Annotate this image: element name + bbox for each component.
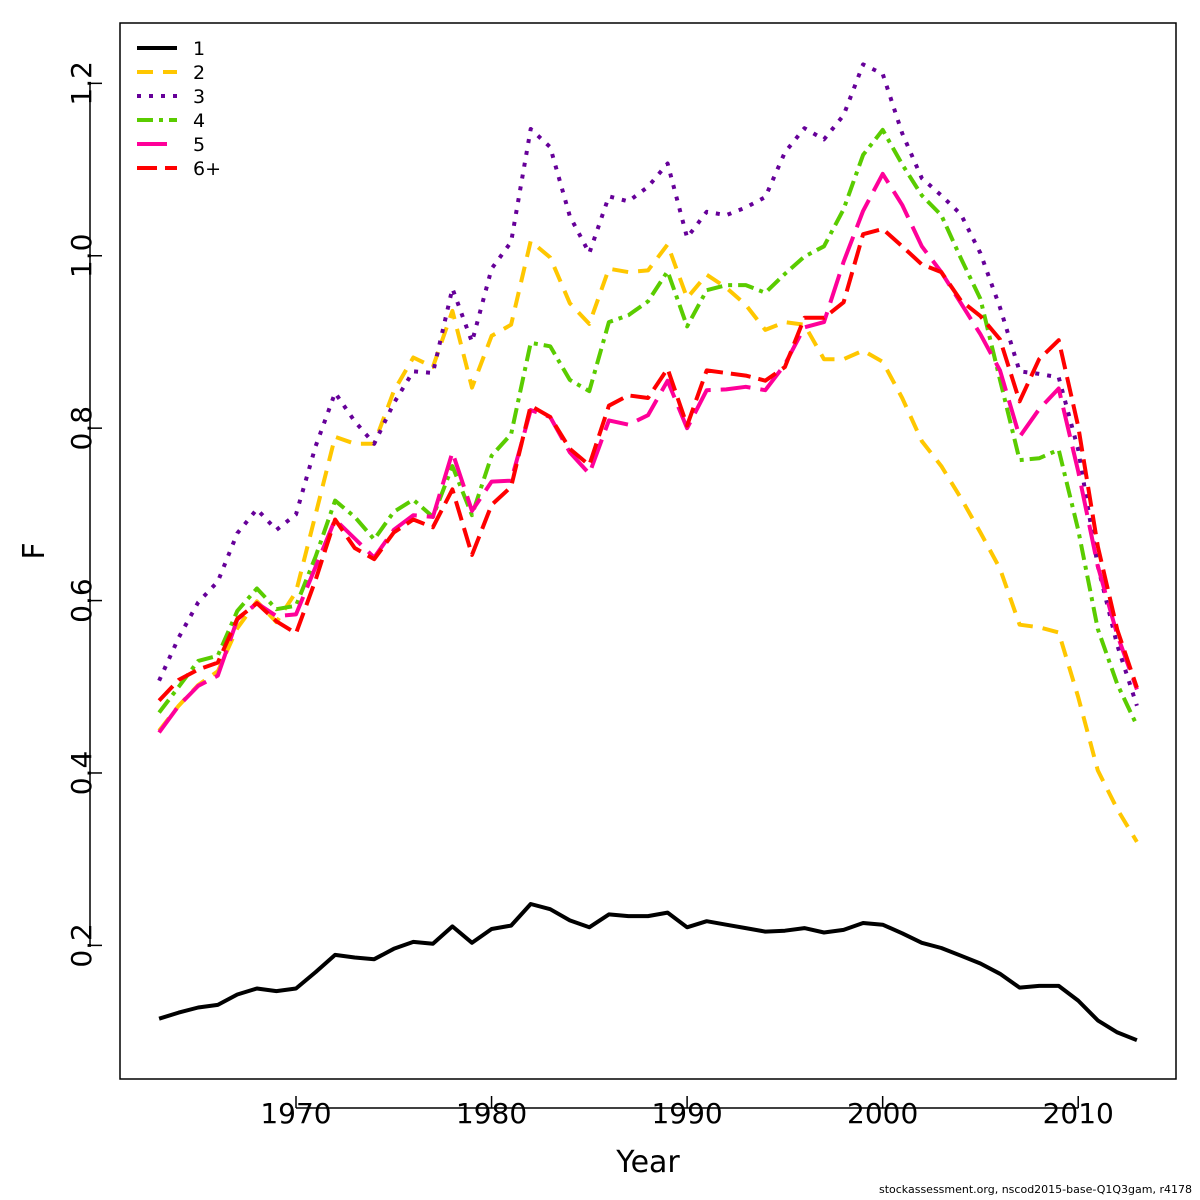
y-tick-label: 1.2 xyxy=(65,61,98,106)
series-line-4 xyxy=(157,127,1139,727)
legend-label-5: 5 xyxy=(193,134,205,156)
series-line-1 xyxy=(158,902,1138,1043)
x-tick-label: 2000 xyxy=(847,1097,918,1130)
legend-label-2: 2 xyxy=(193,62,205,84)
y-tick-label: 0.2 xyxy=(65,923,98,968)
footer-credit: stockassessment.org, nscod2015-base-Q1Q3… xyxy=(878,1183,1192,1196)
y-tick-label: 0.8 xyxy=(65,406,98,451)
series-line-3 xyxy=(157,62,1139,707)
y-tick-label: 1.0 xyxy=(65,234,98,279)
x-axis: 1970 1980 1990 2000 2010 xyxy=(260,1096,1114,1130)
series-line-6plus xyxy=(157,227,1139,702)
legend-label-3: 3 xyxy=(193,86,205,108)
y-axis: 0.2 0.4 0.6 0.8 1.0 1.2 xyxy=(65,61,102,968)
x-tick-label: 2010 xyxy=(1043,1097,1114,1130)
plot-frame xyxy=(119,22,1177,1080)
y-tick-label: 0.6 xyxy=(65,578,98,623)
y-axis-title: F xyxy=(17,542,52,559)
series-layer xyxy=(157,62,1139,1043)
legend-label-4: 4 xyxy=(193,110,205,132)
y-tick-label: 0.4 xyxy=(65,751,98,796)
x-tick-label: 1990 xyxy=(651,1097,722,1130)
series-line-2 xyxy=(157,239,1139,843)
x-tick-label: 1980 xyxy=(456,1097,527,1130)
legend-label-1: 1 xyxy=(193,38,205,60)
x-axis-title: Year xyxy=(615,1145,680,1180)
legend-label-6plus: 6+ xyxy=(193,158,221,180)
x-tick-label: 1970 xyxy=(260,1097,331,1130)
series-line-5 xyxy=(157,171,1139,734)
